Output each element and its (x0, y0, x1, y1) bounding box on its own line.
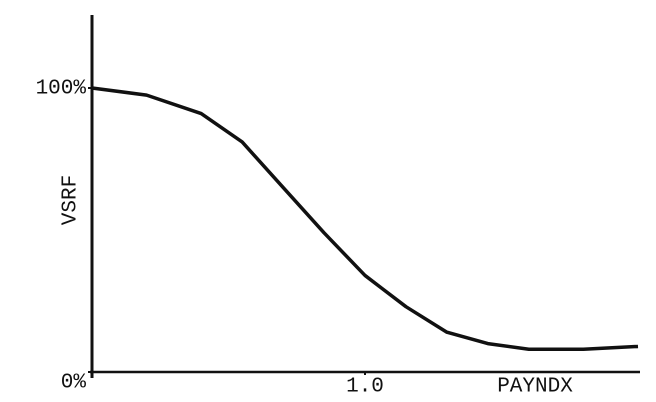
x-tick-label: 1.0 (346, 376, 384, 399)
x-axis-label: PAYNDX (497, 376, 573, 399)
curve (91, 86, 639, 352)
y-tick-label: 0% (61, 372, 87, 395)
y-axis-label: VSRF (60, 175, 83, 225)
y-tick-label: 100% (36, 78, 87, 101)
